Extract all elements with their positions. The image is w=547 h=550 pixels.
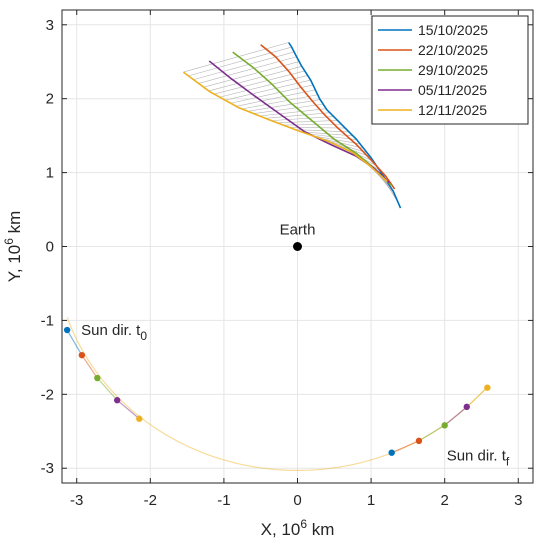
x-axis-label-exp: 6 [300,517,307,531]
sun-arc-segment [66,329,83,356]
hatch-line [193,51,295,80]
x-tick-label: -2 [144,492,157,509]
sun-arc-segment [391,440,420,454]
hatch-line [219,75,308,98]
x-tick-label: -1 [217,492,230,509]
legend-label: 29/10/2025 [418,62,488,78]
hatch-line [241,94,318,110]
hatch-line [253,103,324,114]
x-axis-label: X, 106 km [261,517,335,539]
sun-direction-point [63,326,71,334]
hatch-line [259,108,327,117]
sun-arc-segment [96,377,118,401]
axis-ticks: -3 -2 -1 0 1 2 3 -3 -2 -1 0 1 2 3 [41,10,533,509]
sun-direction-point [78,351,86,359]
hatch-line [214,70,305,95]
hatch-line [230,84,314,104]
hatch-line [208,66,302,92]
earth-label: Earth [280,222,316,239]
legend: 15/10/2025 22/10/2025 29/10/2025 05/11/2025… [371,15,529,125]
sun-arc-segment [81,354,98,379]
x-axis-label-unit: km [307,520,334,539]
y-tick-label: -1 [41,312,54,329]
sun-direction-point [441,422,448,429]
y-tick-label: 3 [46,17,54,34]
sun-direction-point [484,384,491,391]
y-axis-label-unit: km [5,211,24,238]
y-axis-label: Y, 106 km [2,211,24,283]
hatch-line [247,99,321,112]
legend-label: 22/10/2025 [418,42,488,58]
hatch-line [271,116,334,121]
sun-dir-t0-sub: 0 [140,329,147,343]
x-tick-label: 3 [514,492,522,509]
sun-direction-point [388,449,395,456]
sun-direction-markers [63,326,491,456]
y-tick-label: -2 [41,386,54,403]
trajectory-line [182,71,388,183]
hatch-line [283,123,342,126]
hatch-line [225,79,311,101]
sun-dir-t0-label: Sun dir. t0 [81,322,147,343]
sun-dir-tf-text: Sun dir. t [447,448,507,465]
sun-arc-segment [466,387,488,408]
sun-arc-segment [116,399,140,420]
hatch-line [294,129,350,133]
trajectory-line [232,51,392,186]
hatch-line [188,46,292,77]
y-tick-label: 1 [46,165,54,182]
x-tick-label: -3 [70,492,83,509]
hatch-line [183,42,289,73]
legend-label: 15/10/2025 [418,22,488,38]
sun-direction-point [463,403,470,411]
x-tick-label: 0 [293,492,301,509]
hatch-line [277,120,338,124]
earth-marker [293,242,302,251]
sun-direction-point [136,415,143,422]
legend-label: 05/11/2025 [418,82,487,98]
sun-direction-point [415,437,423,445]
x-tick-label: 2 [441,492,449,509]
sun-direction-point [94,374,101,382]
y-axis-label-base: Y, 10 [5,245,24,283]
hatch-line [236,89,316,107]
y-axis-label-exp: 6 [2,238,16,245]
hatch-line [198,56,297,84]
sun-dir-t0-text: Sun dir. t [81,322,141,339]
sun-dir-tf-label: Sun dir. tf [447,448,510,469]
sun-arc-segment [444,406,468,426]
x-tick-label: 1 [367,492,375,509]
y-tick-label: 2 [46,91,54,108]
legend-label: 12/11/2025 [418,102,487,118]
trajectory-line [260,44,396,190]
x-axis-label-base: X, 10 [261,520,301,539]
trajectory-lines [182,42,402,209]
hatch-line [265,112,330,119]
y-tick-label: 0 [46,239,54,256]
sun-arc-segment [418,424,445,442]
sun-dir-tf-sub: f [506,455,510,469]
trajectory-line [288,42,402,209]
y-tick-label: -3 [41,460,54,477]
sun-direction-point [113,397,121,404]
